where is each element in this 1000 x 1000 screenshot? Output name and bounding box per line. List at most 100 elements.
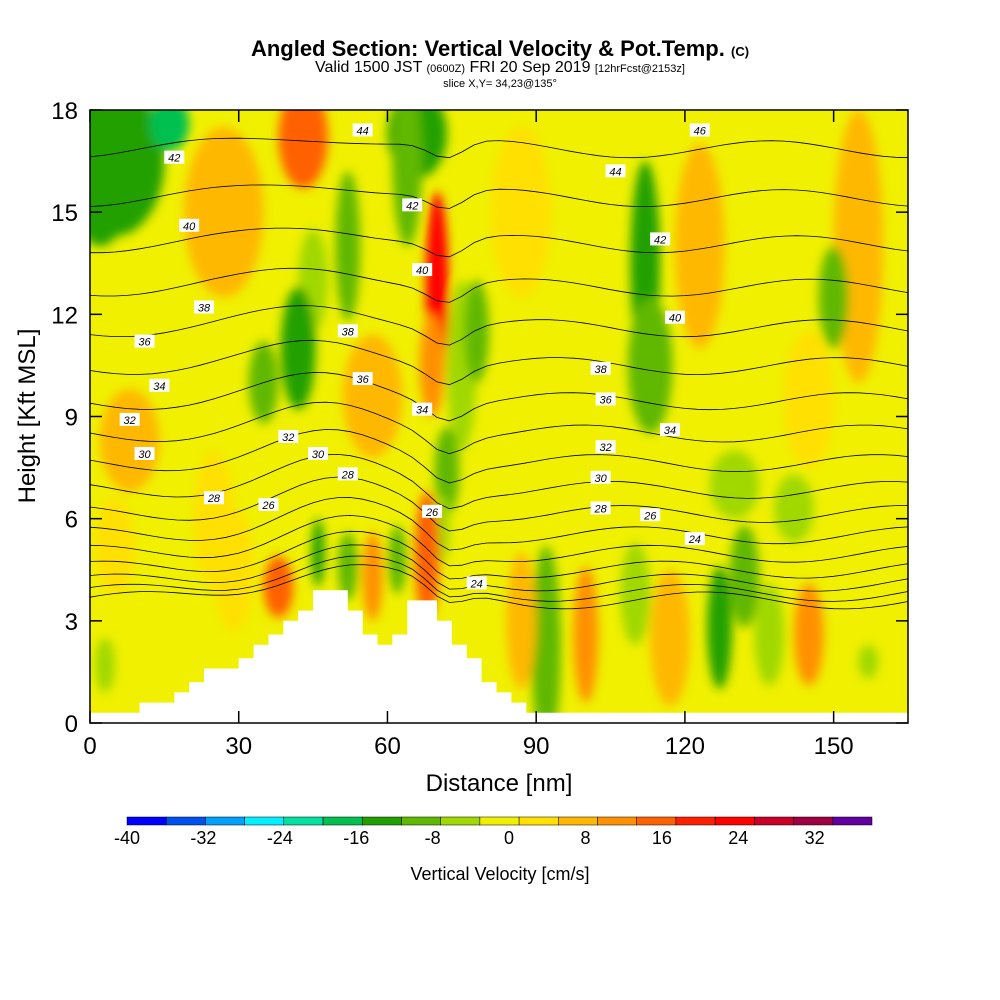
colorbar-swatch: [636, 816, 677, 826]
isentrope-label: 38: [337, 324, 358, 338]
y-tick-label: 12: [51, 302, 78, 329]
velocity-cell: [620, 542, 651, 645]
velocity-cell: [793, 583, 824, 686]
colorbar-swatch: [675, 816, 716, 826]
svg-text:38: 38: [198, 303, 211, 315]
svg-text:42: 42: [654, 234, 666, 246]
velocity-cell: [491, 127, 552, 298]
svg-text:44: 44: [357, 125, 369, 137]
isentrope-label: 26: [640, 508, 661, 522]
slice-label: slice X,Y= 34,23@135°: [443, 78, 557, 90]
isentrope-label: 30: [134, 446, 155, 461]
colorbar-tick-label: -32: [190, 828, 216, 848]
y-tick-label: 6: [65, 507, 78, 534]
isentrope-label: 42: [164, 150, 185, 165]
svg-text:32: 32: [124, 415, 136, 427]
isentrope-line: [90, 34, 908, 52]
velocity-cell: [774, 474, 814, 543]
colorbar-swatch: [518, 816, 559, 826]
y-tick-label: 9: [65, 405, 78, 432]
x-tick-label: 150: [814, 733, 854, 760]
isentrope-line: [90, 227, 908, 258]
colorbar-swatch: [558, 816, 598, 826]
velocity-cell: [627, 297, 673, 434]
svg-text:40: 40: [183, 221, 196, 233]
velocity-cell: [392, 110, 423, 247]
velocity-cell: [99, 389, 160, 492]
svg-text:26: 26: [261, 500, 275, 512]
colorbar-tick-label: -40: [114, 828, 140, 848]
y-tick-label: 0: [65, 711, 78, 738]
colorbar-swatch: [832, 816, 873, 826]
y-axis-label: Height [Kft MSL]: [14, 329, 41, 504]
isentrope-line: [90, 514, 908, 567]
velocity-cell: [754, 583, 785, 686]
svg-text:30: 30: [595, 473, 608, 485]
isentrope-label: 32: [119, 412, 140, 427]
terrain: [90, 590, 908, 723]
svg-text:36: 36: [599, 394, 612, 406]
isentrope-label: 36: [595, 392, 616, 406]
x-tick-label: 90: [523, 733, 550, 760]
colorbar-swatch: [401, 816, 441, 826]
svg-text:38: 38: [342, 326, 355, 338]
svg-text:36: 36: [357, 374, 370, 386]
y-tick-label: 3: [65, 609, 78, 636]
isentrope-label: 28: [337, 467, 358, 481]
svg-text:44: 44: [609, 166, 621, 178]
isentrope-label: 24: [466, 576, 487, 590]
colorbar-swatch: [479, 816, 520, 826]
chart-subtitle: Valid 1500 JST (0600Z) FRI 20 Sep 2019 […: [315, 59, 685, 76]
colorbar-tick-label: 32: [805, 828, 825, 848]
svg-text:24: 24: [470, 578, 483, 590]
y-tick-label: 15: [51, 200, 78, 227]
vertical-velocity-field: [90, 110, 908, 723]
isentrope-line: [90, 555, 908, 602]
isentrope-label: 26: [422, 504, 443, 519]
isentrope-label: 32: [595, 440, 616, 454]
isentrope-label: 26: [258, 498, 279, 512]
colorbar-swatch: [283, 816, 324, 826]
isentrope-line: [90, 530, 908, 580]
velocity-cell: [311, 518, 325, 587]
isentrope-line: [90, 564, 908, 610]
svg-text:34: 34: [664, 425, 676, 437]
svg-text:32: 32: [282, 432, 294, 444]
isentrope-label: 42: [402, 198, 423, 212]
colorbar-tick-label: -24: [267, 828, 293, 848]
isentrope-label: 34: [412, 402, 433, 417]
isentrope-line: [90, 267, 908, 303]
colorbar-swatch: [362, 816, 402, 826]
isentrope-label: 42: [650, 232, 671, 246]
svg-text:30: 30: [312, 449, 325, 461]
isentrope-line: [90, 137, 908, 159]
velocity-cell: [729, 525, 760, 628]
velocity-cell: [506, 552, 537, 689]
svg-text:24: 24: [688, 534, 701, 546]
colorbar-tick-label: 24: [728, 828, 748, 848]
isentrope-label: 34: [149, 378, 170, 393]
velocity-cell: [280, 287, 316, 410]
svg-text:42: 42: [406, 200, 418, 212]
colorbar-swatch: [165, 816, 206, 826]
isentrope-label: 40: [412, 263, 433, 277]
isentrope-label: 38: [590, 361, 611, 376]
isentrope-label: 28: [590, 501, 611, 515]
velocity-cell: [674, 144, 725, 349]
colorbar-swatch: [754, 816, 794, 826]
isentrope-label: 40: [179, 218, 200, 233]
colorbar-swatch: [244, 816, 285, 826]
isentrope-line: [90, 88, 908, 106]
velocity-cell: [434, 426, 460, 516]
svg-text:42: 42: [168, 153, 180, 165]
isentrope-label: 44: [352, 123, 373, 137]
x-tick-label: 30: [225, 733, 252, 760]
svg-text:28: 28: [594, 503, 608, 515]
isentrope-label: 36: [352, 372, 373, 386]
velocity-cell: [90, 164, 125, 247]
velocity-cell: [858, 644, 879, 679]
velocity-cell: [419, 314, 445, 417]
velocity-cell: [414, 491, 440, 621]
colorbar-swatch: [126, 816, 167, 826]
colorbar-swatch: [714, 816, 755, 826]
